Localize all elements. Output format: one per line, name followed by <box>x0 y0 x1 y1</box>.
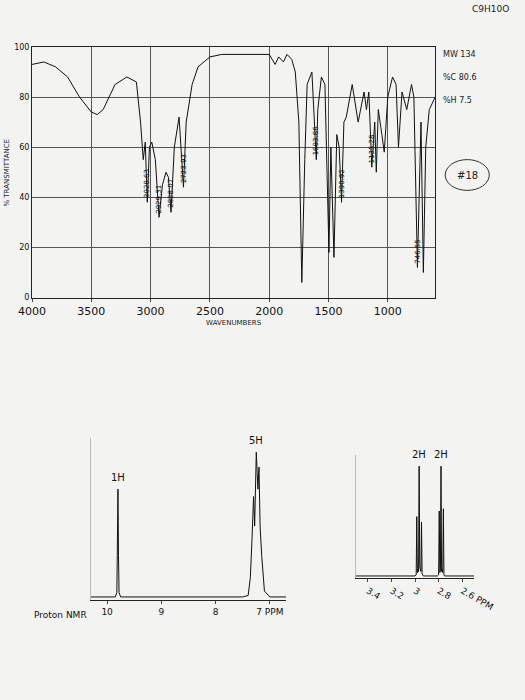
svg-text:3028.63: 3028.63 <box>143 169 151 198</box>
svg-text:7 PPM: 7 PPM <box>256 607 283 617</box>
svg-text:1H: 1H <box>111 472 125 483</box>
svg-text:1135.28: 1135.28 <box>368 134 376 163</box>
svg-text:8: 8 <box>213 607 219 617</box>
svg-text:3000: 3000 <box>137 305 165 318</box>
svg-text:100: 100 <box>14 43 29 52</box>
svg-text:1390.92: 1390.92 <box>338 169 346 198</box>
svg-text:#18: #18 <box>457 170 478 181</box>
svg-text:0: 0 <box>24 293 29 302</box>
svg-text:3.2: 3.2 <box>388 585 405 601</box>
svg-text:1500: 1500 <box>314 305 342 318</box>
svg-text:%H 7.5: %H 7.5 <box>443 96 472 105</box>
svg-text:40: 40 <box>19 193 29 202</box>
svg-text:2.6 PPM: 2.6 PPM <box>459 585 495 612</box>
svg-text:746.55: 746.55 <box>414 239 422 264</box>
svg-text:2929.31: 2929.31 <box>155 185 163 214</box>
svg-text:2723.93: 2723.93 <box>180 154 188 183</box>
svg-text:2828.07: 2828.07 <box>167 179 175 208</box>
svg-text:2500: 2500 <box>196 305 224 318</box>
svg-text:% TRANSMITTANCE: % TRANSMITTANCE <box>3 139 11 207</box>
svg-text:60: 60 <box>19 143 29 152</box>
svg-text:5H: 5H <box>249 435 263 446</box>
svg-text:10: 10 <box>101 607 113 617</box>
svg-text:Proton NMR: Proton NMR <box>34 610 87 620</box>
svg-text:WAVENUMBERS: WAVENUMBERS <box>206 319 262 327</box>
svg-text:3: 3 <box>412 585 422 597</box>
svg-text:2H: 2H <box>412 449 426 460</box>
svg-text:2H: 2H <box>434 449 448 460</box>
svg-text:2000: 2000 <box>255 305 283 318</box>
svg-text:2.8: 2.8 <box>435 585 453 601</box>
svg-text:MW 134: MW 134 <box>443 50 476 59</box>
svg-text:1000: 1000 <box>374 305 402 318</box>
svg-text:20: 20 <box>19 243 29 252</box>
svg-text:3500: 3500 <box>77 305 105 318</box>
svg-text:3.4: 3.4 <box>365 585 383 601</box>
svg-text:80: 80 <box>19 93 29 102</box>
svg-text:%C 80.6: %C 80.6 <box>443 73 477 82</box>
svg-text:1603.86: 1603.86 <box>312 126 320 155</box>
svg-text:4000: 4000 <box>18 305 46 318</box>
svg-text:9: 9 <box>158 607 164 617</box>
svg-text:C9H10O: C9H10O <box>472 4 509 14</box>
